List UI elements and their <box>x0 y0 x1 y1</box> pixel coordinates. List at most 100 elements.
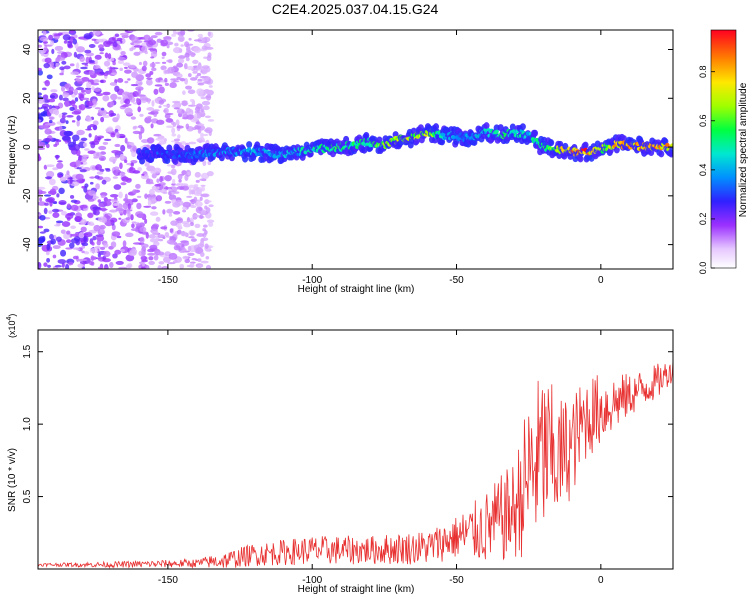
top-axes: -150 -100 -50 0 -40 -20 0 20 40 <box>22 30 673 286</box>
heatmap-noise-cell <box>195 201 203 208</box>
heatmap-noise-cell <box>125 264 132 269</box>
heatmap-noise-cell <box>78 154 82 162</box>
heatmap-noise-cell <box>137 82 143 85</box>
heatmap-noise-cell <box>146 79 153 86</box>
heatmap-noise-cell <box>192 59 199 64</box>
bottom-plot-frame <box>37 329 674 570</box>
heatmap-noise-cell <box>38 147 46 150</box>
heatmap-noise-cell <box>129 166 134 171</box>
heatmap-noise-cell <box>187 89 196 95</box>
heatmap-noise-cell <box>164 200 172 204</box>
heatmap-noise-cell <box>160 39 169 47</box>
heatmap-noise-cell <box>171 127 176 134</box>
heatmap-noise-cell <box>201 193 210 198</box>
heatmap-noise-cell <box>80 218 87 225</box>
heatmap-noise-cell <box>66 170 70 176</box>
snr-series-line <box>38 360 673 569</box>
heatmap-noise-cell <box>205 264 212 269</box>
heatmap-noise-cell <box>195 188 202 195</box>
heatmap-noise-cell <box>164 77 168 83</box>
heatmap-noise-cell <box>124 66 128 70</box>
heatmap-noise-cell <box>63 40 68 44</box>
heatmap-noise-cell <box>99 224 106 230</box>
heatmap-noise-cell <box>155 137 164 141</box>
heatmap-noise-cell <box>124 98 131 105</box>
heatmap-ridge-halo <box>376 136 383 144</box>
heatmap-noise-cell <box>157 265 162 269</box>
heatmap-noise-cell <box>206 219 215 223</box>
heatmap-noise-cell <box>194 223 201 229</box>
heatmap-ridge-cell <box>171 149 176 154</box>
heatmap-noise-cell <box>131 223 135 229</box>
heatmap-noise-cell <box>173 242 178 246</box>
svg-text:(x104): (x104) <box>6 314 17 338</box>
heatmap-noise-cell <box>75 78 83 82</box>
heatmap-noise-cell <box>39 197 43 202</box>
heatmap-noise-cell <box>172 30 177 35</box>
heatmap-noise-cell <box>175 119 180 126</box>
heatmap-noise-cell <box>194 171 201 178</box>
heatmap-noise-cell <box>58 94 63 101</box>
heatmap-noise-cell <box>123 209 127 216</box>
heatmap-noise-cell <box>88 133 92 138</box>
heatmap-noise-cell <box>44 45 48 52</box>
heatmap-noise-cell <box>146 137 155 144</box>
heatmap-noise-cell <box>38 225 44 229</box>
heatmap-noise-cell <box>135 97 140 104</box>
heatmap-noise-cell <box>87 221 91 225</box>
heatmap-noise-cell <box>90 255 95 262</box>
heatmap-noise-cell <box>160 226 168 230</box>
heatmap-ridge-halo <box>577 155 584 163</box>
heatmap-noise-cell <box>189 77 198 81</box>
heatmap-noise-cell <box>205 255 210 260</box>
heatmap-noise-cell <box>171 133 177 137</box>
heatmap-noise-cell <box>187 104 197 107</box>
heatmap-noise-cell <box>61 112 68 116</box>
heatmap-noise-cell <box>48 119 53 124</box>
heatmap-noise-cell <box>85 128 93 131</box>
heatmap-noise-cell <box>187 245 192 252</box>
heatmap-noise-cell <box>142 60 148 67</box>
heatmap-noise-cell <box>179 263 185 269</box>
heatmap-noise-cell <box>83 235 87 243</box>
heatmap-noise-cell <box>177 173 183 180</box>
heatmap-noise-cell <box>111 72 118 75</box>
heatmap-noise-cell <box>122 62 131 67</box>
heatmap-noise-cell <box>40 124 49 130</box>
heatmap-noise-cell <box>190 51 196 58</box>
heatmap-ridge-cell <box>670 143 673 148</box>
heatmap-noise-cell <box>175 218 182 221</box>
heatmap-noise-cell <box>104 52 109 59</box>
heatmap-noise-cell <box>199 196 203 201</box>
heatmap-noise-cell <box>102 141 109 145</box>
heatmap-noise-cell <box>172 121 177 127</box>
heatmap-noise-cell <box>38 201 46 206</box>
heatmap-noise-cell <box>81 178 86 182</box>
heatmap-noise-cell <box>81 250 85 254</box>
heatmap-noise-cell <box>85 117 93 122</box>
heatmap-noise-cell <box>182 255 189 260</box>
heatmap-noise-cell <box>180 30 186 36</box>
heatmap-noise-cell <box>124 80 129 84</box>
heatmap-noise-cell <box>119 135 126 139</box>
heatmap-noise-cell <box>199 214 204 219</box>
heatmap-noise-cell <box>197 82 205 86</box>
heatmap-noise-cell <box>112 176 118 179</box>
heatmap-noise-cell <box>185 107 192 114</box>
heatmap-noise-cell <box>207 31 211 37</box>
heatmap-noise-cell <box>119 171 126 176</box>
heatmap-noise-cell <box>81 62 89 65</box>
heatmap-noise-cell <box>58 125 63 132</box>
heatmap-noise-cell <box>204 76 209 81</box>
heatmap-noise-cell <box>72 255 79 260</box>
heatmap-noise-cell <box>93 65 100 70</box>
heatmap-noise-cell <box>43 228 50 233</box>
heatmap-noise-cell <box>119 153 125 160</box>
heatmap-noise-cell <box>41 103 50 109</box>
heatmap-ridge-halo <box>439 138 446 146</box>
y-multiplier-close: ) <box>7 314 17 317</box>
heatmap-noise-cell <box>139 113 144 117</box>
heatmap-noise-cell <box>148 260 156 265</box>
heatmap-noise-cell <box>84 49 92 54</box>
heatmap-noise-cell <box>141 266 146 269</box>
